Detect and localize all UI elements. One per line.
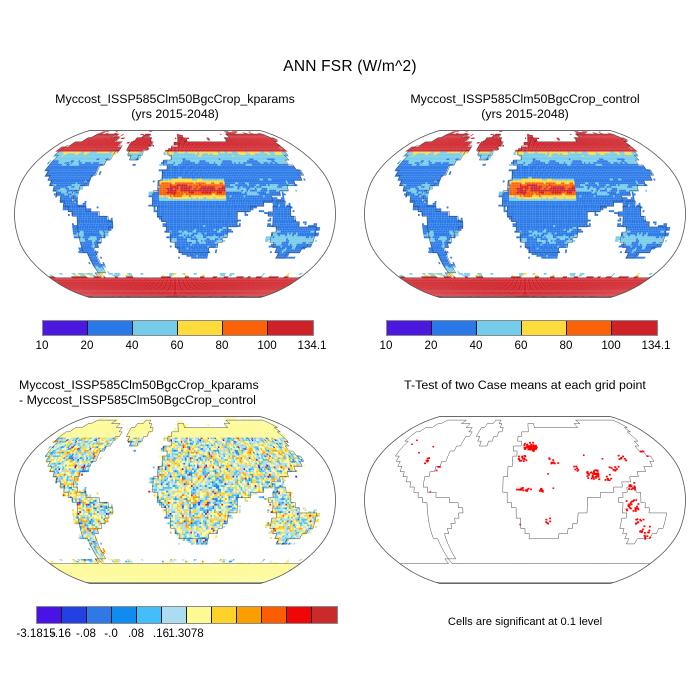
absolute-colorbar-band-5 (268, 321, 313, 335)
absolute-colorbar-band-3 (522, 321, 567, 335)
title-line-2: (yrs 2015-2048) (350, 107, 700, 122)
title-line-1: T-Test of two Case means at each grid po… (350, 378, 700, 393)
difference-colorbar-tick-6: 1.3078 (168, 627, 203, 640)
absolute-colorbar-band-4 (567, 321, 612, 335)
difference-colorbar-band-10 (287, 607, 312, 623)
absolute-colorbar-tick-5: 100 (257, 339, 276, 352)
difference-colorbar-strip (36, 606, 338, 624)
difference-colorbar-tick-3: -.0 (104, 627, 118, 640)
map-top-right (362, 128, 688, 300)
absolute-colorbar-tick-1: 20 (425, 339, 438, 352)
absolute-colorbar-band-0 (43, 321, 88, 335)
panel-top-left-title: Myccost_ISSP585Clm50BgcCrop_kparams (yrs… (0, 92, 350, 122)
absolute-colorbar-strip (42, 320, 314, 336)
difference-colorbar-band-3 (112, 607, 137, 623)
map-top-left (12, 128, 338, 300)
absolute-colorbar-band-5 (612, 321, 657, 335)
absolute-colorbar-tick-4: 80 (560, 339, 573, 352)
absolute-colorbar-strip (386, 320, 658, 336)
difference-colorbar-tick-2: -.08 (76, 627, 96, 640)
difference-colorbar-band-6 (187, 607, 212, 623)
title-line-1: Myccost_ISSP585Clm50BgcCrop_control (350, 92, 700, 107)
panel-bottom-right-title: T-Test of two Case means at each grid po… (350, 378, 700, 393)
map-bottom-left (12, 414, 338, 586)
absolute-colorbar-band-1 (88, 321, 133, 335)
absolute-colorbar-tick-6: 134.1 (297, 339, 326, 352)
difference-colorbar-ticks: -3.1815 -.16 -.08 -.0 .08 .16 1.3078 (0, 627, 350, 643)
difference-colorbar-tick-0: -3.1815 (16, 627, 55, 640)
absolute-colorbar-band-2 (133, 321, 178, 335)
panel-bottom-left-title: Myccost_ISSP585Clm50BgcCrop_kparams - My… (19, 378, 259, 408)
title-line-1: Myccost_ISSP585Clm50BgcCrop_kparams (19, 378, 259, 393)
absolute-colorbar-band-1 (432, 321, 477, 335)
absolute-colorbar-tick-2: 40 (470, 339, 483, 352)
title-line-1: Myccost_ISSP585Clm50BgcCrop_kparams (0, 92, 350, 107)
absolute-colorbar-tick-6: 134.1 (641, 339, 670, 352)
difference-colorbar-band-7 (212, 607, 237, 623)
absolute-colorbar-tick-3: 60 (515, 339, 528, 352)
absolute-colorbar-band-2 (477, 321, 522, 335)
difference-colorbar-band-5 (162, 607, 187, 623)
difference-colorbar-tick-5: .16 (153, 627, 169, 640)
absolute-colorbar-tick-0: 10 (36, 339, 49, 352)
absolute-colorbar-ticks: 10 20 40 60 80 100 134.1 (0, 339, 350, 355)
difference-colorbar-band-9 (262, 607, 287, 623)
difference-colorbar-tick-1: -.16 (51, 627, 71, 640)
difference-colorbar-tick-4: .08 (128, 627, 144, 640)
difference-colorbar-band-11 (312, 607, 337, 623)
panel-top-right-title: Myccost_ISSP585Clm50BgcCrop_control (yrs… (350, 92, 700, 122)
absolute-colorbar-tick-3: 60 (171, 339, 184, 352)
figure-title: ANN FSR (W/m^2) (0, 58, 700, 76)
absolute-colorbar-tick-1: 20 (81, 339, 94, 352)
map-bottom-right (362, 414, 688, 586)
difference-colorbar-band-1 (62, 607, 87, 623)
absolute-colorbar-tick-5: 100 (601, 339, 620, 352)
title-line-2: - Myccost_ISSP585Clm50BgcCrop_control (19, 393, 259, 408)
absolute-colorbar-ticks: 10 20 40 60 80 100 134.1 (350, 339, 700, 355)
significance-note: Cells are significant at 0.1 level (350, 616, 700, 628)
absolute-colorbar-tick-4: 80 (216, 339, 229, 352)
difference-colorbar-band-2 (87, 607, 112, 623)
absolute-colorbar-tick-0: 10 (380, 339, 393, 352)
difference-colorbar-band-8 (237, 607, 262, 623)
difference-colorbar-band-0 (37, 607, 62, 623)
absolute-colorbar-tick-2: 40 (126, 339, 139, 352)
absolute-colorbar-band-3 (178, 321, 223, 335)
difference-colorbar-band-4 (137, 607, 162, 623)
absolute-colorbar-band-4 (223, 321, 268, 335)
absolute-colorbar-band-0 (387, 321, 432, 335)
title-line-2: (yrs 2015-2048) (0, 107, 350, 122)
